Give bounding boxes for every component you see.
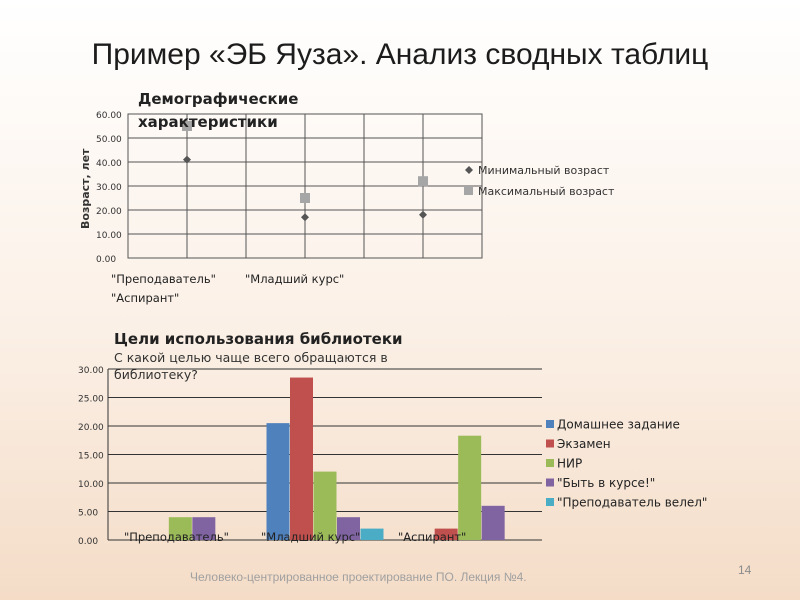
bar-y-tick-label: 20.00 [78, 423, 104, 433]
scatter-point-min-age [183, 155, 191, 164]
bar-chart-subtitle: С какой целью чаще всего обращаются в би… [114, 350, 392, 382]
scatter-title-line-1: Демографические [138, 90, 298, 108]
bar-columns [168, 377, 505, 540]
bar-column [290, 377, 313, 540]
scatter-y-tick-label: 40.00 [96, 159, 122, 169]
scatter-y-tick-label: 60.00 [96, 111, 122, 121]
bar-x-labels: "Преподаватель" "Младший курс" "Аспирант… [124, 530, 466, 544]
bar-column [168, 517, 192, 540]
scatter-y-tick-label: 20.00 [96, 207, 122, 217]
page-number: 14 [738, 563, 752, 577]
scatter-gridlines [128, 113, 482, 259]
slide-footer: Человеко-центрированное проектирование П… [190, 570, 527, 584]
bar-column [481, 505, 505, 540]
bar-y-tick-label: 10.00 [78, 480, 104, 490]
scatter-y-tick-label: 0.00 [96, 255, 116, 265]
library-goals-bar-chart: 0.00 5.00 10.00 15.00 20.00 25.00 30.00 Цели и… [78, 330, 707, 547]
bar-legend: Домашнее задание Экзамен НИР "Быть в курсе… [546, 418, 707, 510]
scatter-legend-square-marker [464, 186, 473, 195]
bar-legend-swatch [546, 420, 554, 428]
scatter-y-axis-label: Возраст, лет [79, 148, 92, 229]
scatter-points [182, 121, 428, 222]
scatter-title: Демографические характеристики [138, 90, 304, 131]
scatter-point-min-age [301, 213, 309, 222]
bar-column [192, 517, 216, 540]
scatter-legend-diamond-marker [465, 166, 473, 174]
scatter-y-ticks: 0.00 10.00 20.00 30.00 40.00 50.00 60.00 [96, 111, 122, 265]
bar-x-label-postgrad: "Аспирант" [398, 530, 466, 544]
bar-legend-swatch [546, 478, 554, 487]
bar-legend-swatch [546, 439, 554, 448]
bar-y-ticks: 0.00 5.00 10.00 15.00 20.00 25.00 30.00 [78, 366, 104, 547]
bar-legend-label: НИР [557, 457, 582, 471]
bar-legend-swatch [546, 459, 554, 467]
bar-chart-title: Цели использования библиотеки [114, 330, 403, 348]
scatter-x-label-junior: "Младший курс" [245, 272, 344, 286]
scatter-legend-label-max: Максимальный возраст [478, 185, 615, 198]
scatter-x-label-teacher: "Преподаватель" [111, 272, 216, 286]
scatter-x-label-postgrad: "Аспирант" [111, 291, 179, 305]
bar-legend-label: "Быть в курсе!" [557, 476, 655, 490]
bar-subtitle-line-1: С какой целью чаще всего обращаются в [114, 350, 388, 365]
scatter-legend: Минимальный возраст Максимальный возраст [464, 164, 615, 198]
bar-y-tick-label: 0.00 [78, 537, 98, 547]
scatter-legend-item-max: Максимальный возраст [464, 185, 615, 198]
bar-y-tick-label: 5.00 [78, 509, 98, 519]
scatter-point-max-age [300, 193, 310, 203]
bar-legend-label: Экзамен [557, 437, 611, 451]
scatter-point-min-age [419, 210, 427, 219]
bar-legend-swatch [546, 498, 554, 506]
bar-x-label-teacher: "Преподаватель" [124, 530, 229, 544]
scatter-title-line-2: характеристики [138, 113, 278, 131]
bar-column [360, 528, 384, 540]
bar-legend-label: Домашнее задание [557, 418, 680, 432]
bar-y-tick-label: 15.00 [78, 452, 104, 462]
scatter-y-tick-label: 30.00 [96, 183, 122, 193]
demographics-scatter-chart: 0.00 10.00 20.00 30.00 40.00 50.00 60.00 Возра… [79, 90, 615, 305]
scatter-legend-label-min: Минимальный возраст [478, 164, 610, 177]
bar-y-tick-label: 30.00 [78, 366, 104, 376]
scatter-y-tick-label: 50.00 [96, 135, 122, 145]
bar-column [266, 423, 290, 540]
bar-y-tick-label: 25.00 [78, 395, 104, 405]
bar-column [434, 528, 458, 540]
bar-x-label-junior: "Младший курс" [261, 530, 360, 544]
scatter-legend-item-min: Минимальный возраст [465, 164, 610, 177]
bar-legend-label: "Преподаватель велел" [557, 496, 707, 510]
bar-column [337, 517, 360, 540]
bar-subtitle-line-2: библиотеку? [114, 367, 198, 382]
scatter-plot-border [127, 113, 483, 259]
scatter-y-tick-label: 10.00 [96, 231, 122, 241]
bar-column [458, 435, 482, 540]
bar-column [313, 471, 337, 540]
scatter-point-max-age [418, 176, 428, 187]
scatter-x-labels: "Преподаватель" "Младший курс" "Аспирант… [111, 272, 344, 305]
scatter-point-max-age [182, 121, 192, 131]
slide-title: Пример «ЭБ Яуза». Анализ сводных таблиц [91, 38, 709, 71]
